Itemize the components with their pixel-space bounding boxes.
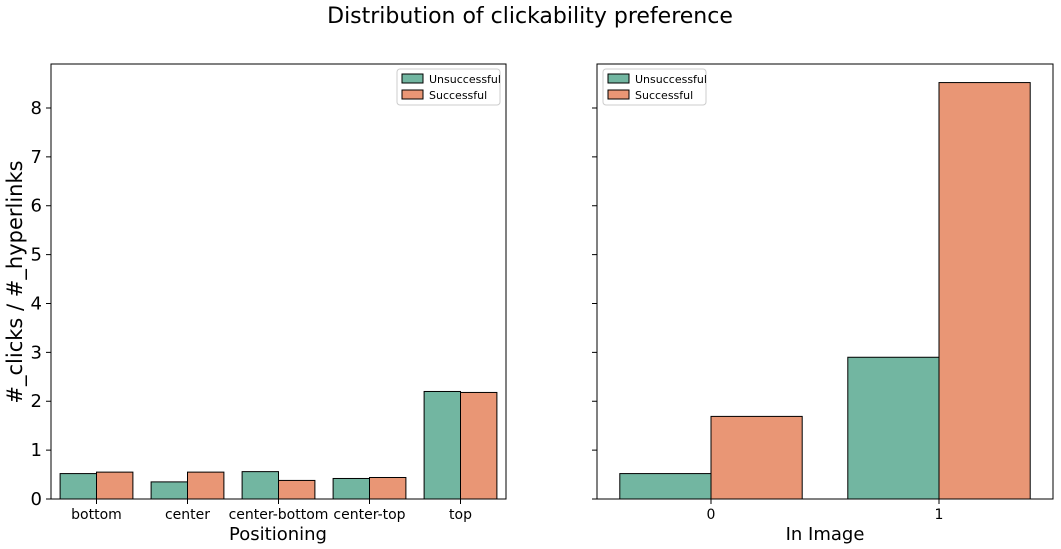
right-y-axis xyxy=(592,107,597,500)
left-y-axis: 0 1 2 3 4 5 6 7 8 xyxy=(31,98,51,510)
left-x-tick-label: bottom xyxy=(71,507,122,523)
y-tick-label: 0 xyxy=(31,489,42,510)
left-bar-unsuccessful-top xyxy=(423,390,462,500)
left-x-tick-label: center-top xyxy=(333,507,405,523)
y-tick-label: 1 xyxy=(31,440,42,461)
left-bar-unsuccessful-bottom xyxy=(59,473,97,500)
right-legend-label-unsuccessful: Unsuccessful xyxy=(635,73,707,86)
right-legend-label-successful: Successful xyxy=(635,89,693,102)
right-bar-unsuccessful-1 xyxy=(847,356,940,500)
left-bar-successful-top xyxy=(460,391,498,500)
left-bar-successful-center-bottom xyxy=(278,479,316,500)
right-bar-successful-1 xyxy=(938,82,1031,500)
right-bar-successful-0 xyxy=(710,415,803,500)
left-bar-successful-center-top xyxy=(369,476,407,500)
figure-title: Distribution of clickability preference xyxy=(327,4,733,29)
left-x-tick-label: top xyxy=(449,507,472,523)
left-bar-successful-bottom xyxy=(96,471,134,500)
left-x-tick-label: center xyxy=(165,507,210,523)
left-x-axis: bottom center center-bottom center-top top xyxy=(71,499,472,523)
right-x-tick-label: 0 xyxy=(707,507,716,523)
left-y-axis-label: #_clicks / #_hyperlinks xyxy=(3,160,28,403)
right-legend-swatch-successful xyxy=(607,89,630,100)
left-legend-label-successful: Successful xyxy=(429,89,487,102)
y-tick-label: 5 xyxy=(31,245,42,266)
y-tick-label: 3 xyxy=(31,342,42,363)
subplot-left: 0 1 2 3 4 5 6 7 8 bottom center center-bottom cente… xyxy=(3,63,507,545)
y-tick-label: 2 xyxy=(31,391,42,412)
left-legend-swatch-unsuccessful xyxy=(401,73,424,84)
right-x-tick-label: 1 xyxy=(935,507,944,523)
y-tick-label: 6 xyxy=(31,196,42,217)
left-legend: Unsuccessful Successful xyxy=(396,68,501,106)
right-axes-frame xyxy=(596,63,1054,500)
left-x-axis-label: Positioning xyxy=(229,524,327,545)
right-bar-unsuccessful-0 xyxy=(619,473,712,500)
left-bar-unsuccessful-center xyxy=(150,481,189,500)
right-legend-swatch-unsuccessful xyxy=(607,73,630,84)
left-bars xyxy=(59,390,498,500)
right-x-axis-label: In Image xyxy=(786,524,865,545)
y-tick-label: 4 xyxy=(31,293,42,314)
left-legend-swatch-successful xyxy=(401,89,424,100)
left-legend-label-unsuccessful: Unsuccessful xyxy=(429,73,501,86)
left-bar-successful-center xyxy=(187,471,225,500)
left-bar-unsuccessful-center-top xyxy=(332,477,371,500)
y-tick-label: 8 xyxy=(31,98,42,119)
left-x-tick-label: center-bottom xyxy=(229,507,329,523)
left-bar-unsuccessful-center-bottom xyxy=(241,471,280,500)
right-bars xyxy=(619,82,1031,500)
y-tick-label: 7 xyxy=(31,147,42,168)
right-legend: Unsuccessful Successful xyxy=(602,68,707,106)
